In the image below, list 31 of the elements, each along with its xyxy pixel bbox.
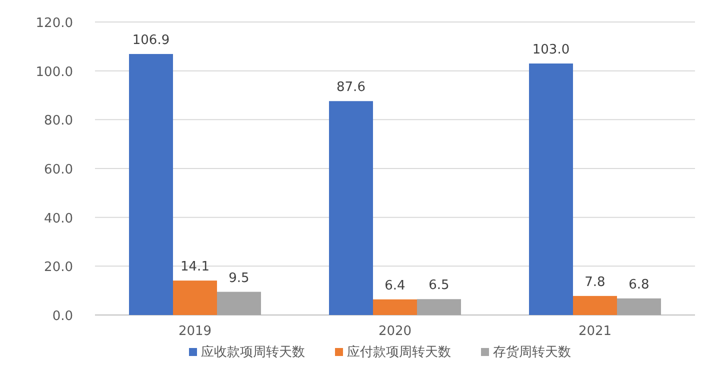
- data-label: 6.8: [628, 277, 650, 292]
- bar: [217, 292, 261, 315]
- bar: [417, 299, 461, 315]
- y-tick-label: 60.0: [44, 162, 73, 178]
- x-tick-label: 2020: [378, 324, 412, 339]
- data-label: 106.9: [132, 32, 170, 48]
- legend-label: 存货周转天数: [493, 345, 571, 360]
- y-tick-label: 0.0: [52, 309, 73, 324]
- data-label: 14.1: [180, 260, 210, 275]
- bar: [529, 64, 573, 315]
- y-tick-label: 120.0: [36, 16, 73, 31]
- bar: [617, 298, 661, 315]
- bar: [129, 54, 173, 315]
- x-tick-label: 2019: [178, 324, 212, 339]
- x-tick-label: 2021: [578, 324, 612, 339]
- data-label: 7.8: [584, 274, 606, 290]
- legend-label: 应收款项周转天数: [201, 344, 305, 360]
- data-label: 9.5: [228, 270, 250, 286]
- bar: [329, 101, 373, 315]
- bar: [373, 299, 417, 315]
- bar: [573, 296, 617, 315]
- data-label: 6.4: [384, 278, 406, 294]
- legend-label: 应付款项周转天数: [347, 344, 451, 360]
- data-label: 6.5: [428, 278, 450, 294]
- bar: [173, 280, 217, 315]
- y-tick-label: 100.0: [36, 64, 73, 80]
- data-label: 87.6: [336, 80, 366, 96]
- y-tick-label: 20.0: [44, 260, 73, 276]
- data-label: 103.0: [532, 42, 570, 58]
- y-tick-label: 40.0: [44, 211, 73, 226]
- y-tick-label: 80.0: [44, 114, 73, 129]
